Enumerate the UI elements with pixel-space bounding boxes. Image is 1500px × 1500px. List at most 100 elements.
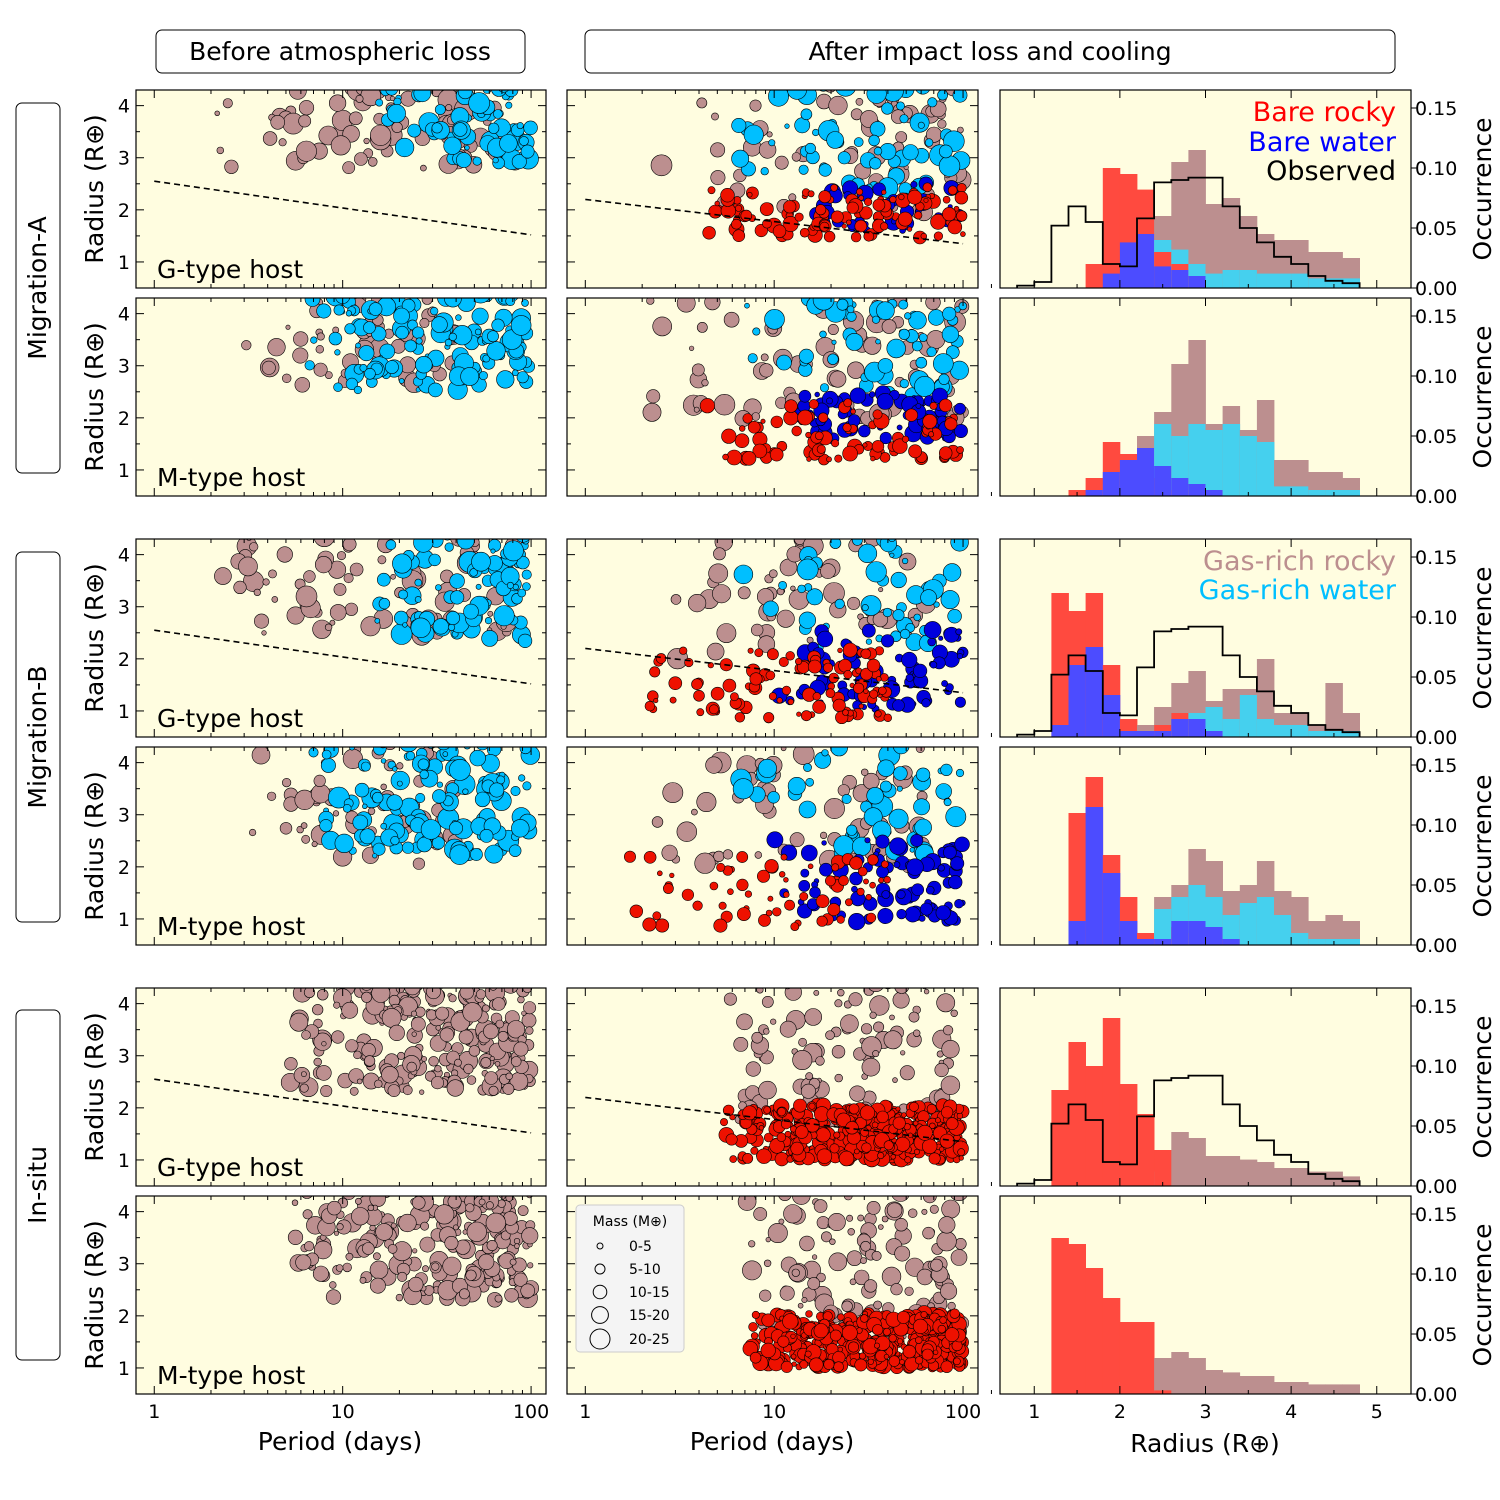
point-gas-rich-rocky <box>418 738 426 746</box>
point-gas-rich-rocky <box>763 1259 772 1268</box>
point-gas-rich-rocky <box>475 989 487 1000</box>
point-gas-rich-rocky <box>922 1226 935 1240</box>
point-gas-rich-rocky <box>831 1044 846 1059</box>
hist-y-tick-label: 0.00 <box>1415 727 1457 749</box>
hist-bar-gas-water <box>1291 273 1309 288</box>
point-bare-rocky <box>722 678 737 693</box>
point-gas-rich-rocky <box>325 1289 342 1305</box>
point-gas-rich-rocky <box>287 1229 304 1245</box>
point-gas-rich-rocky <box>369 1277 386 1294</box>
point-bare-rocky <box>790 1141 804 1156</box>
point-bare-rocky <box>827 903 841 917</box>
point-gas-rich-water <box>372 853 378 859</box>
point-bare-rocky <box>858 703 864 709</box>
point-gas-rich-rocky <box>480 1057 492 1068</box>
point-bare-rocky <box>902 1344 917 1359</box>
point-gas-rich-rocky <box>278 138 287 147</box>
point-bare-rocky <box>863 878 869 885</box>
point-gas-rich-water <box>431 316 448 333</box>
point-bare-rocky-group <box>623 850 891 933</box>
point-bare-rocky <box>776 1132 787 1142</box>
point-gas-rich-water <box>490 548 496 554</box>
point-gas-rich-rocky <box>750 623 764 637</box>
hist-bar-gas-water <box>1342 939 1360 945</box>
point-gas-rich-rocky <box>320 1085 333 1098</box>
point-gas-rich-rocky <box>332 810 340 817</box>
point-bare-rocky <box>923 197 929 203</box>
point-gas-rich-water <box>798 164 809 175</box>
point-gas-rich-rocky <box>355 94 364 103</box>
point-gas-rich-rocky <box>849 1085 866 1102</box>
point-gas-rich-rocky <box>760 353 769 362</box>
point-bare-rocky <box>780 1360 793 1373</box>
point-gas-rich-rocky <box>869 995 890 1016</box>
point-gas-rich-rocky <box>907 1208 918 1218</box>
point-gas-rich-water <box>486 341 506 361</box>
point-bare-rocky <box>816 1148 833 1164</box>
hist-y-tick-label: 0.10 <box>1415 815 1457 837</box>
hist-bars-In-situ_G <box>1016 1018 1361 1186</box>
point-bare-rocky <box>732 229 746 242</box>
hist-bar-bare-rocky <box>1068 813 1086 945</box>
point-bare-rocky <box>904 408 919 422</box>
point-bare-rocky <box>784 399 798 413</box>
point-gas-rich-water <box>464 145 470 151</box>
point-bare-rocky <box>881 189 887 195</box>
point-gas-rich-rocky <box>704 298 721 311</box>
point-bare-water <box>879 431 892 445</box>
point-bare-rocky <box>859 206 873 220</box>
point-gas-rich-rocky <box>651 816 664 828</box>
point-gas-rich-rocky <box>789 832 805 848</box>
point-bare-rocky <box>669 872 675 879</box>
point-bare-rocky <box>815 894 830 909</box>
point-gas-rich-rocky <box>821 1231 832 1243</box>
point-bare-rocky <box>921 1138 938 1155</box>
hist-bar-gas-water <box>1256 273 1275 288</box>
hist-y-tick-label: 0.10 <box>1415 1264 1457 1286</box>
point-gas-rich-rocky <box>853 1269 870 1286</box>
point-gas-rich-rocky <box>877 1224 884 1230</box>
point-bare-rocky-group <box>644 642 892 725</box>
point-gas-rich-water <box>914 375 936 397</box>
radius-tick-label: 2 <box>118 1098 130 1120</box>
point-gas-rich-water <box>511 369 519 377</box>
point-gas-rich-water <box>462 788 469 795</box>
point-gas-rich-rocky <box>908 1011 920 1023</box>
point-gas-rich-water <box>866 90 887 104</box>
point-bare-water <box>816 630 834 648</box>
point-gas-rich-rocky <box>354 1197 362 1205</box>
point-gas-rich-rocky <box>316 332 325 341</box>
legend-gas-rich-rocky: Gas-rich rocky <box>1203 546 1396 577</box>
point-gas-rich-rocky <box>315 345 324 354</box>
point-bare-rocky <box>888 1355 900 1367</box>
point-gas-rich-rocky <box>792 1050 813 1071</box>
point-bare-rocky <box>713 918 728 933</box>
period-tick-label: 10 <box>762 1401 786 1423</box>
point-gas-rich-water <box>359 363 368 372</box>
point-gas-rich-water <box>899 114 909 124</box>
point-gas-rich-rocky <box>402 1085 413 1096</box>
point-gas-rich-water <box>469 848 483 861</box>
point-gas-rich-water <box>368 302 383 316</box>
point-gas-rich-rocky <box>871 1250 882 1261</box>
point-gas-rich-rocky <box>756 988 764 994</box>
point-gas-rich-water <box>398 589 408 600</box>
point-bare-rocky <box>719 1118 728 1127</box>
point-bare-rocky <box>763 712 775 724</box>
point-gas-rich-water <box>521 569 532 580</box>
point-gas-rich-water <box>379 343 396 360</box>
point-bare-rocky <box>799 891 809 901</box>
point-gas-rich-water <box>899 628 911 640</box>
point-gas-rich-rocky <box>397 1271 408 1282</box>
point-bare-rocky <box>849 856 863 870</box>
point-gas-rich-rocky <box>676 821 697 842</box>
hist-bar-bare-water <box>1102 273 1121 288</box>
point-gas-rich-rocky-group <box>723 988 961 1137</box>
point-gas-rich-rocky <box>892 1077 898 1083</box>
hist-bar-bare-water <box>1085 490 1104 496</box>
point-gas-rich-rocky <box>351 1207 370 1226</box>
point-gas-rich-water <box>827 353 839 365</box>
legend-bare-water: Bare water <box>1248 127 1397 158</box>
point-gas-rich-rocky <box>753 1207 768 1221</box>
point-bare-water <box>925 885 935 895</box>
